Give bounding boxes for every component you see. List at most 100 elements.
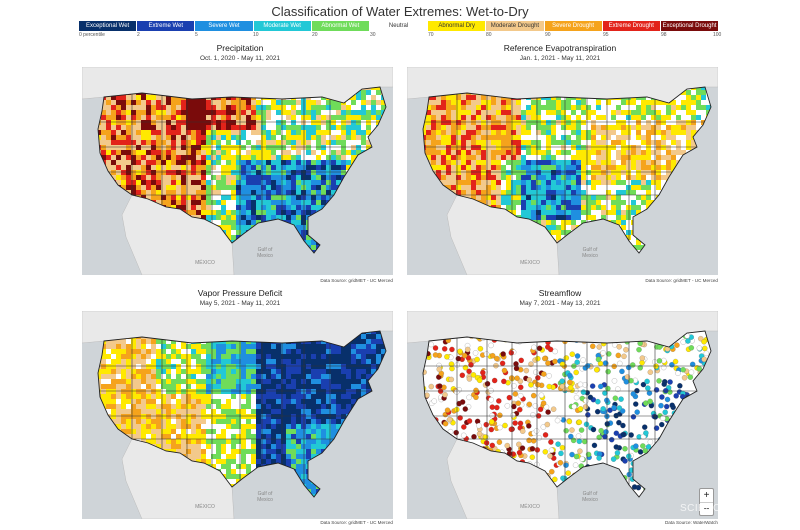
grid-cell xyxy=(241,205,246,210)
grid-cell xyxy=(241,190,246,195)
grid-cell xyxy=(161,364,166,369)
grid-cell xyxy=(241,349,246,354)
grid-cell xyxy=(131,374,136,379)
grid-cell xyxy=(621,125,626,130)
grid-cell xyxy=(111,95,116,100)
grid-cell xyxy=(596,170,601,175)
grid-cell xyxy=(431,115,436,120)
grid-cell xyxy=(171,160,176,165)
grid-cell xyxy=(321,140,326,145)
grid-cell xyxy=(351,150,356,155)
grid-cell xyxy=(171,384,176,389)
grid-cell xyxy=(136,170,141,175)
grid-cell xyxy=(641,105,646,110)
grid-cell xyxy=(196,160,201,165)
grid-cell xyxy=(271,429,276,434)
grid-cell xyxy=(423,135,426,140)
grid-cell xyxy=(481,135,486,140)
grid-cell xyxy=(276,130,281,135)
grid-cell xyxy=(151,105,156,110)
grid-cell xyxy=(196,444,201,449)
grid-cell xyxy=(171,190,176,195)
grid-cell xyxy=(261,434,266,439)
grid-cell xyxy=(236,165,241,170)
map-precipitation[interactable]: MÉXICO Gulf of Mexico xyxy=(82,67,393,275)
grid-cell xyxy=(571,145,576,150)
grid-cell xyxy=(491,135,496,140)
grid-cell xyxy=(201,180,206,185)
grid-cell xyxy=(171,389,176,394)
grid-cell xyxy=(121,125,126,130)
grid-cell xyxy=(366,339,371,344)
grid-cell xyxy=(121,180,126,185)
grid-cell xyxy=(516,155,521,160)
gulf-label: Gulf of Mexico xyxy=(582,247,598,259)
grid-cell xyxy=(376,110,381,115)
grid-cell xyxy=(196,140,201,145)
grid-cell xyxy=(456,175,461,180)
grid-cell xyxy=(171,150,176,155)
grid-cell xyxy=(321,200,326,205)
grid-cell xyxy=(156,434,161,439)
grid-cell xyxy=(216,185,221,190)
grid-cell xyxy=(316,160,321,165)
grid-cell xyxy=(221,115,226,120)
grid-cell xyxy=(466,180,471,185)
grid-cell xyxy=(606,175,611,180)
grid-cell xyxy=(596,175,601,180)
grid-cell xyxy=(246,190,251,195)
grid-cell xyxy=(141,135,146,140)
grid-cell xyxy=(236,200,241,205)
grid-cell xyxy=(191,369,196,374)
grid-cell xyxy=(186,130,191,135)
grid-cell xyxy=(301,364,306,369)
grid-cell xyxy=(166,384,171,389)
grid-cell xyxy=(466,185,471,190)
grid-cell xyxy=(156,175,161,180)
grid-cell xyxy=(236,195,241,200)
grid-cell xyxy=(211,414,216,419)
grid-cell xyxy=(131,419,136,424)
grid-cell xyxy=(146,414,151,419)
grid-cell xyxy=(631,145,636,150)
grid-cell xyxy=(126,125,131,130)
grid-cell xyxy=(206,394,211,399)
grid-cell xyxy=(156,414,161,419)
grid-cell xyxy=(306,354,311,359)
grid-cell xyxy=(566,170,571,175)
grid-cell xyxy=(131,190,136,195)
grid-cell xyxy=(126,399,131,404)
map-vpd[interactable]: MÉXICO Gulf of Mexico xyxy=(82,311,393,519)
grid-cell xyxy=(116,379,121,384)
grid-cell xyxy=(106,145,111,150)
grid-cell xyxy=(536,170,541,175)
grid-cell xyxy=(596,105,601,110)
grid-cell xyxy=(181,190,186,195)
grid-cell xyxy=(481,150,486,155)
grid-cell xyxy=(196,190,201,195)
grid-cell xyxy=(186,145,191,150)
grid-cell xyxy=(166,399,171,404)
grid-cell xyxy=(181,140,186,145)
grid-cell xyxy=(116,115,121,120)
grid-cell xyxy=(326,374,331,379)
grid-cell xyxy=(271,135,276,140)
grid-cell xyxy=(371,105,376,110)
grid-cell xyxy=(116,165,121,170)
grid-cell xyxy=(521,180,526,185)
grid-cell xyxy=(566,175,571,180)
grid-cell xyxy=(566,200,571,205)
grid-cell xyxy=(701,120,706,125)
grid-cell xyxy=(201,389,206,394)
map-evapotranspiration[interactable]: MÉXICO Gulf of Mexico xyxy=(407,67,718,275)
grid-cell xyxy=(466,95,471,100)
grid-cell xyxy=(681,90,686,95)
grid-cell xyxy=(291,175,296,180)
grid-cell xyxy=(536,120,541,125)
grid-cell xyxy=(241,404,246,409)
grid-cell xyxy=(141,140,146,145)
grid-cell xyxy=(441,95,446,100)
grid-cell xyxy=(351,384,356,389)
grid-cell xyxy=(361,90,366,95)
grid-cell xyxy=(116,105,121,110)
